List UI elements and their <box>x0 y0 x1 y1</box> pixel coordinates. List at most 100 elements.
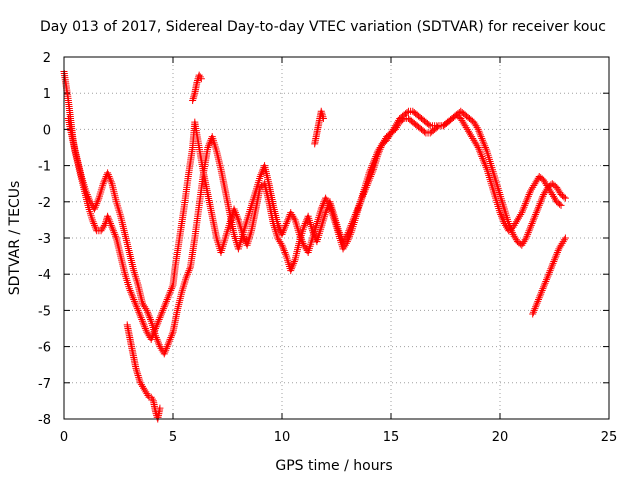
data-point <box>457 115 465 123</box>
data-point <box>107 176 115 184</box>
data-point <box>107 178 115 186</box>
data-point <box>158 308 166 316</box>
data-point <box>190 91 198 99</box>
data-point <box>109 227 117 235</box>
data-point <box>127 288 135 296</box>
data-point <box>530 182 538 190</box>
data-point <box>85 194 93 202</box>
data-point <box>473 124 481 132</box>
data-point <box>138 299 146 307</box>
data-point <box>234 214 242 222</box>
x-tick-label: 5 <box>169 430 177 445</box>
data-point <box>258 169 266 177</box>
data-point <box>531 305 539 313</box>
data-point <box>476 131 484 139</box>
data-point <box>140 301 148 309</box>
data-point <box>142 326 150 334</box>
data-point <box>546 267 554 275</box>
x-tick-label: 10 <box>274 430 291 445</box>
data-point <box>546 187 554 195</box>
data-point <box>280 247 288 255</box>
data-point <box>532 301 540 309</box>
data-point <box>497 210 505 218</box>
data-point <box>283 218 291 226</box>
x-axis-label: GPS time / hours <box>275 458 392 474</box>
data-point <box>301 243 309 251</box>
data-point <box>501 221 509 229</box>
data-point <box>510 221 518 229</box>
data-point <box>399 116 407 124</box>
data-point <box>105 172 113 180</box>
data-point <box>162 299 170 307</box>
data-point <box>148 395 156 403</box>
data-point <box>133 305 141 313</box>
data-point <box>232 210 240 218</box>
data-point <box>524 194 532 202</box>
data-point <box>551 256 558 264</box>
data-point <box>373 149 381 157</box>
data-point <box>140 384 148 392</box>
data-point <box>166 335 174 343</box>
data-point <box>372 151 380 159</box>
data-point <box>288 263 296 271</box>
y-tick-label: -2 <box>38 196 51 211</box>
data-point <box>92 225 100 233</box>
data-point <box>154 339 162 347</box>
data-point <box>371 154 379 162</box>
data-point <box>99 180 107 188</box>
data-point <box>189 96 197 104</box>
data-point <box>143 328 151 336</box>
data-point <box>284 216 292 224</box>
data-point <box>537 196 545 204</box>
data-point <box>195 71 203 79</box>
data-point <box>128 292 136 300</box>
data-point <box>496 209 504 217</box>
data-point <box>152 332 160 340</box>
data-point <box>298 238 306 246</box>
data-point <box>317 205 325 213</box>
data-point <box>133 368 141 376</box>
data-point <box>556 243 564 251</box>
data-point <box>420 128 428 136</box>
data-point <box>278 230 286 238</box>
data-point <box>143 306 151 314</box>
data-point <box>463 125 471 133</box>
data-point <box>301 220 309 228</box>
data-point <box>274 220 282 228</box>
data-point <box>161 348 169 356</box>
data-point <box>471 120 479 128</box>
data-point <box>533 207 541 215</box>
data-point <box>532 209 540 217</box>
data-point <box>342 239 350 247</box>
data-point <box>524 230 532 238</box>
y-tick-label: -8 <box>38 413 51 428</box>
data-point <box>346 230 354 238</box>
data-point <box>132 364 140 372</box>
data-point <box>531 212 539 220</box>
data-point <box>146 314 154 322</box>
data-point <box>147 393 155 401</box>
data-point <box>541 279 549 287</box>
data-point <box>136 310 144 318</box>
data-point <box>479 156 487 164</box>
data-point <box>112 232 120 240</box>
data-point <box>470 118 478 126</box>
data-point <box>168 285 176 293</box>
data-point <box>480 158 488 166</box>
y-tick-label: -1 <box>38 160 51 175</box>
data-point <box>193 78 201 86</box>
data-point <box>474 144 482 151</box>
data-point <box>548 261 556 269</box>
y-tick-label: 0 <box>43 123 51 138</box>
data-point <box>278 241 286 249</box>
data-point <box>189 95 197 103</box>
data-point <box>367 165 375 173</box>
data-point <box>165 337 173 345</box>
data-point <box>154 337 162 345</box>
data-point <box>515 214 523 222</box>
data-point <box>155 341 163 349</box>
data-point <box>142 305 150 313</box>
data-point <box>162 344 170 352</box>
data-point <box>190 93 198 101</box>
data-point <box>518 209 526 217</box>
